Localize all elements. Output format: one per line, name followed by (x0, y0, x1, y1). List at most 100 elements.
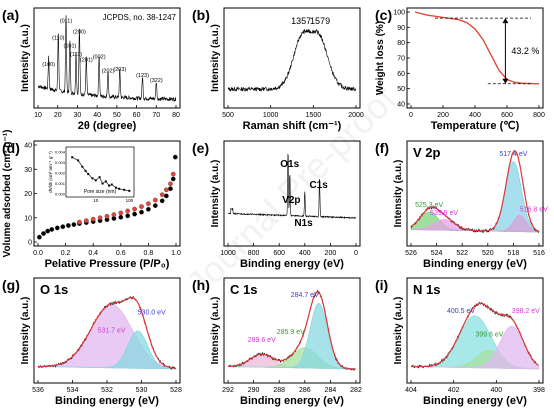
x-tick-label: 0.4 (88, 250, 98, 257)
panel-label: (a) (2, 7, 19, 23)
panel-f: (f) 526 524 522 520 518 516 Binding energy (eV)… (375, 140, 548, 270)
isotherm-point-adsorption (172, 154, 178, 160)
inset-x-label: Pore size (nm) (84, 189, 117, 195)
peak-label: (100) (42, 62, 55, 68)
x-axis-label: Binding energy (eV) (423, 395, 527, 407)
weight-loss-value: 43.2 % (511, 46, 539, 56)
panel-label: (f) (375, 140, 389, 156)
panel-title: C 1s (230, 282, 257, 297)
component-label: 284.7 eV (291, 292, 319, 299)
isotherm-point-desorption (83, 218, 89, 224)
x-tick-label: 528 (170, 387, 182, 394)
panel-title: V 2p (413, 145, 441, 160)
inset-point (71, 156, 74, 159)
x-tick-label: 290 (248, 387, 260, 394)
isotherm-point-adsorption (49, 227, 55, 232)
panel-i: (i) 404 402 400 398 Binding energy (eV) Intens… (375, 277, 545, 407)
component-label: 531.7 eV (98, 328, 126, 335)
component-label: 523.9 eV (430, 210, 458, 217)
isotherm-point-adsorption (118, 214, 124, 220)
xrd-line (37, 15, 177, 102)
x-tick-label: 0.6 (116, 250, 126, 257)
y-tick-label: 10 (24, 215, 32, 222)
x-axis-label: Binding energy (eV) (240, 258, 344, 270)
x-tick-label: 0.2 (61, 250, 71, 257)
x-tick-label: 1000 (263, 112, 279, 119)
jcpds-label: JCPDS, no. 38-1247 (103, 13, 177, 22)
panel-b: (b) 500 1000 1500 2000 Raman shift (cm⁻¹) Inte… (192, 7, 364, 132)
x-tick-label: 402 (448, 387, 460, 394)
x-axis-label: Temperature (℃) (431, 120, 520, 132)
inset-point (87, 173, 90, 176)
panel-h: (h) 292 290 288 286 284 282 Binding energy (eV)… (192, 277, 362, 407)
panel-title: N 1s (413, 282, 440, 297)
isotherm-point-desorption (77, 219, 82, 225)
x-tick-label: 1.0 (171, 250, 181, 257)
peak-label: (101) (64, 44, 77, 50)
peak-label: (200) (73, 29, 86, 35)
x-tick-label: 284 (325, 387, 337, 394)
component-label: 400.5 eV (447, 308, 475, 315)
x-tick-label: 500 (222, 112, 234, 119)
x-tick-label: 50 (113, 112, 121, 119)
x-tick-label: 800 (248, 250, 260, 257)
component-fill (37, 330, 177, 370)
panel-label: (c) (375, 7, 392, 23)
isotherm-point-adsorption (45, 228, 51, 234)
x-tick-label: 522 (456, 250, 468, 257)
survey-peak-label: N1s (294, 218, 313, 229)
isotherm-point-desorption (168, 181, 173, 187)
x-axis-label: Pelative Pressure (P/P₀) (45, 258, 170, 270)
x-axis-label: 2θ (degree) (78, 120, 137, 132)
x-tick-label: 516 (533, 250, 545, 257)
isotherm-point-adsorption (170, 176, 176, 182)
x-tick-label: 400 (299, 250, 311, 257)
y-tick-label: 0 (28, 240, 32, 247)
y-tick-label: 80 (397, 40, 405, 47)
x-tick-label: 404 (405, 387, 417, 394)
x-tick-label: 1000 (220, 250, 236, 257)
inset-point (101, 182, 104, 185)
x-tick-label: 800 (533, 112, 545, 119)
peak-label: (322) (150, 78, 163, 84)
arrow-head-down (502, 78, 509, 84)
plot-frame (33, 7, 181, 109)
isotherm-point-desorption (90, 216, 96, 222)
x-axis-label: Binding energy (eV) (240, 395, 344, 407)
y-axis-label: Intensity (a.u.) (210, 24, 221, 92)
fit-envelope (411, 303, 539, 368)
component-label: 525.3 eV (415, 202, 443, 209)
component-label: 398.2 eV (512, 308, 540, 315)
isotherm-point-adsorption (132, 211, 137, 217)
component-label: 289.6 eV (248, 337, 276, 344)
y-axis-label: Intensity (a.u.) (20, 297, 31, 365)
isotherm-point-desorption (132, 206, 137, 212)
x-tick-label: 524 (431, 250, 443, 257)
x-axis-label: Raman shift (cm⁻¹) (243, 120, 342, 132)
x-tick-label: 400 (469, 112, 481, 119)
panel-c: (c) 0 200 400 600 800 40 50 60 70 80 90 100 Temperatu… (375, 7, 545, 132)
inset-y-label: dV/dr (cm³ nm⁻¹ g⁻¹) (48, 151, 53, 193)
inset-y-tick: 0.000 (55, 192, 66, 197)
x-tick-label: 0 (409, 112, 413, 119)
isotherm-point-adsorption (163, 193, 169, 199)
x-tick-label: 0 (354, 250, 358, 257)
isotherm-point-desorption (146, 201, 151, 207)
arrow-head-up (502, 18, 509, 24)
inset-x-tick: 100 (126, 198, 134, 203)
x-axis-label: Binding energy (eV) (55, 395, 159, 407)
inset-y-tick: 0.001 (55, 181, 66, 186)
y-axis-label: Intensity (a.u.) (393, 160, 404, 228)
peak-label: (002) (93, 54, 106, 60)
component-label: 530.0 eV (138, 310, 166, 317)
inset-point (77, 159, 80, 162)
y-tick-label: 40 (397, 102, 405, 109)
isotherm-point-adsorption (168, 186, 173, 191)
fit-envelope (38, 297, 176, 369)
isotherm-point-adsorption (159, 198, 165, 204)
peak-label: (110) (52, 36, 65, 42)
inset-y-tick: 0.004 (55, 150, 66, 155)
isotherm-point-desorption (104, 213, 110, 219)
inset-x-tick: 10 (93, 198, 99, 203)
x-tick-label: 282 (350, 387, 362, 394)
